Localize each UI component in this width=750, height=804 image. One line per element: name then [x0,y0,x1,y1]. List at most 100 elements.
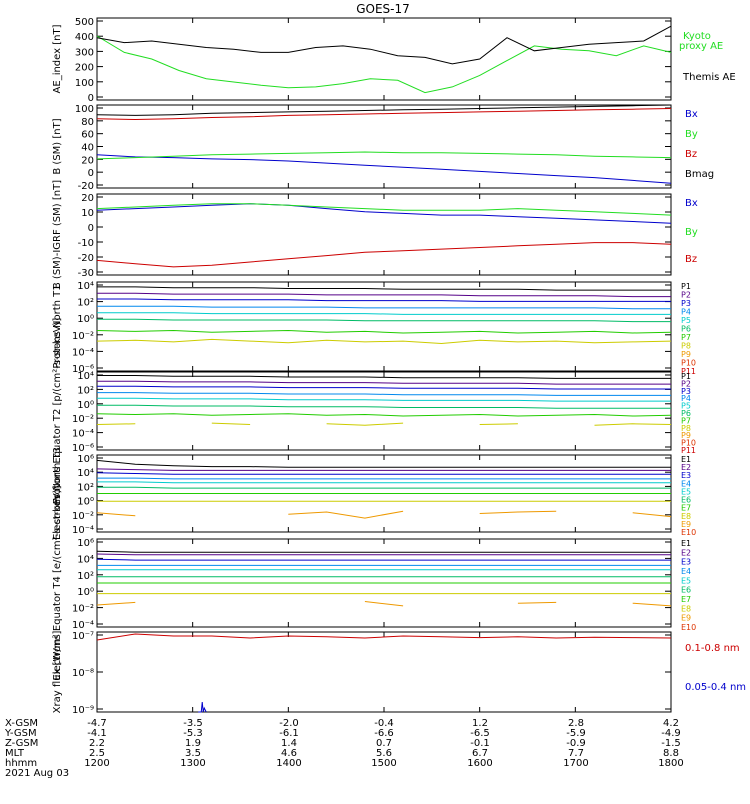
series-line-Kyoto proxy AE [96,35,672,94]
y-tick-label: 0 [88,223,94,234]
orbit-row-value: 1800 [658,758,683,769]
legend-entry: By [685,129,698,140]
orbit-row-value: 4.2 [663,718,679,729]
y-tick-label: 10⁰ [77,587,94,598]
series-line-E4 [97,477,671,480]
y-axis-label: Electrons Equator T4 [e/(cm²-s-sr-keV)] [52,485,63,680]
legend-entry: P2 [681,379,691,388]
orbit-row-value: 1200 [84,758,109,769]
y-tick-label: 10⁰ [77,497,94,508]
legend-entry: P1 [681,282,691,291]
series-line-E2 [96,468,671,471]
orbit-row-value: 7.7 [568,748,584,759]
y-tick-label: -30 [78,268,94,279]
legend-entry: P1 [681,372,691,381]
y-tick-label: 80 [81,117,94,128]
legend-entry: P6 [681,409,691,418]
orbit-row-value: 2.5 [89,748,105,759]
orbit-row-value: 0.7 [376,738,392,749]
series-line-Themis AE [96,25,672,65]
orbit-row-value: -0.4 [374,718,394,729]
orbit-row-value: 6.7 [472,748,488,759]
y-tick-label: 10 [81,208,94,219]
series-line-0.1-0.8 nm [96,633,672,641]
series-line-E2 [96,553,671,556]
y-tick-label: 10⁴ [77,554,94,565]
series-line-P8 [96,422,672,426]
legend-entry: P3 [681,299,691,308]
legend-entry: E6 [681,586,691,595]
legend-entry: P7 [681,416,691,425]
y-tick-label: 10⁻⁴ [72,525,94,536]
panel-eet4 [96,538,672,628]
y-axis-label: B (SM)-IGRF (SM) [nT] [52,180,63,289]
legend-entry: E6 [681,496,691,505]
panel-pnt1 [96,281,672,372]
legend-entry: Kyoto [683,31,711,42]
legend-entry: E9 [681,520,691,529]
y-tick-label: 10² [77,298,94,309]
orbit-row-value: -1.5 [661,738,681,749]
y-axis-label: Protons Equator T2 [p/(cm²-s-sr-keV)] [52,318,63,505]
legend-entry: Bmag [685,169,714,180]
legend-entry: 0.1-0.8 nm [685,643,740,654]
orbit-row-value: -4.9 [661,728,681,739]
orbit-row-value: -5.9 [566,728,586,739]
series-line-P3 [97,298,671,302]
y-tick-label: 10⁰ [77,314,94,325]
legend-entry: E2 [681,548,691,557]
panel-ae [96,17,672,101]
legend-entry: E9 [681,614,691,623]
y-tick-label: 10⁻² [72,604,94,615]
chart-title: GOES-17 [356,2,410,16]
panel-bsm [96,104,672,189]
series-line-E1 [96,459,671,468]
legend-entry: P6 [681,325,691,334]
orbit-row-value: -0.9 [566,738,586,749]
y-tick-label: 10² [77,571,94,582]
legend-entry: P5 [681,316,691,325]
panel-bigrf [96,193,672,276]
y-tick-label: 10⁶ [77,454,94,465]
legend-entry: E8 [681,604,691,613]
y-tick-label: 10⁻² [72,511,94,522]
orbit-row-value: 2.8 [568,718,584,729]
orbit-row-value: -2.0 [279,718,299,729]
legend-entry: E3 [681,558,691,567]
y-tick-label: 400 [75,32,94,43]
orbit-row-label: Z-GSM [5,738,38,749]
series-line-E1 [96,550,671,553]
y-tick-label: 300 [75,47,94,58]
legend-entry: E7 [681,595,691,604]
y-tick-label: 10² [77,482,94,493]
legend-entry: E4 [681,567,691,576]
legend-entry: Bx [685,198,698,209]
legend-entry: E4 [681,479,691,488]
legend-entry: By [685,227,698,238]
legend-entry: Bz [685,254,697,265]
legend-entry: proxy AE [679,41,723,52]
orbit-row-value: -6.6 [374,728,394,739]
series-line-P5 [97,397,671,402]
legend-entry: P10 [681,439,696,448]
y-tick-label: -10 [78,238,94,249]
orbit-row-label: MLT [5,748,25,759]
y-tick-label: 60 [81,130,94,141]
orbit-row-value: 2.2 [89,738,105,749]
y-tick-label: -20 [78,181,94,192]
legend-entry: 0.05-0.4 nm [685,682,746,693]
y-tick-label: 10⁻² [72,331,94,342]
legend-entry: P9 [681,431,691,440]
series-line-E5 [97,481,671,484]
orbit-row-value: 5.6 [376,748,392,759]
legend-entry: Bx [685,109,698,120]
y-tick-label: 10⁶ [77,538,94,549]
series-line-Bz [96,108,672,121]
series-line-P6 [97,404,671,409]
series-burst-0.05-0.4 nm [198,701,207,713]
legend-entry: E1 [681,539,691,548]
panel-xray [96,631,672,713]
orbit-row-value: 1600 [467,758,492,769]
